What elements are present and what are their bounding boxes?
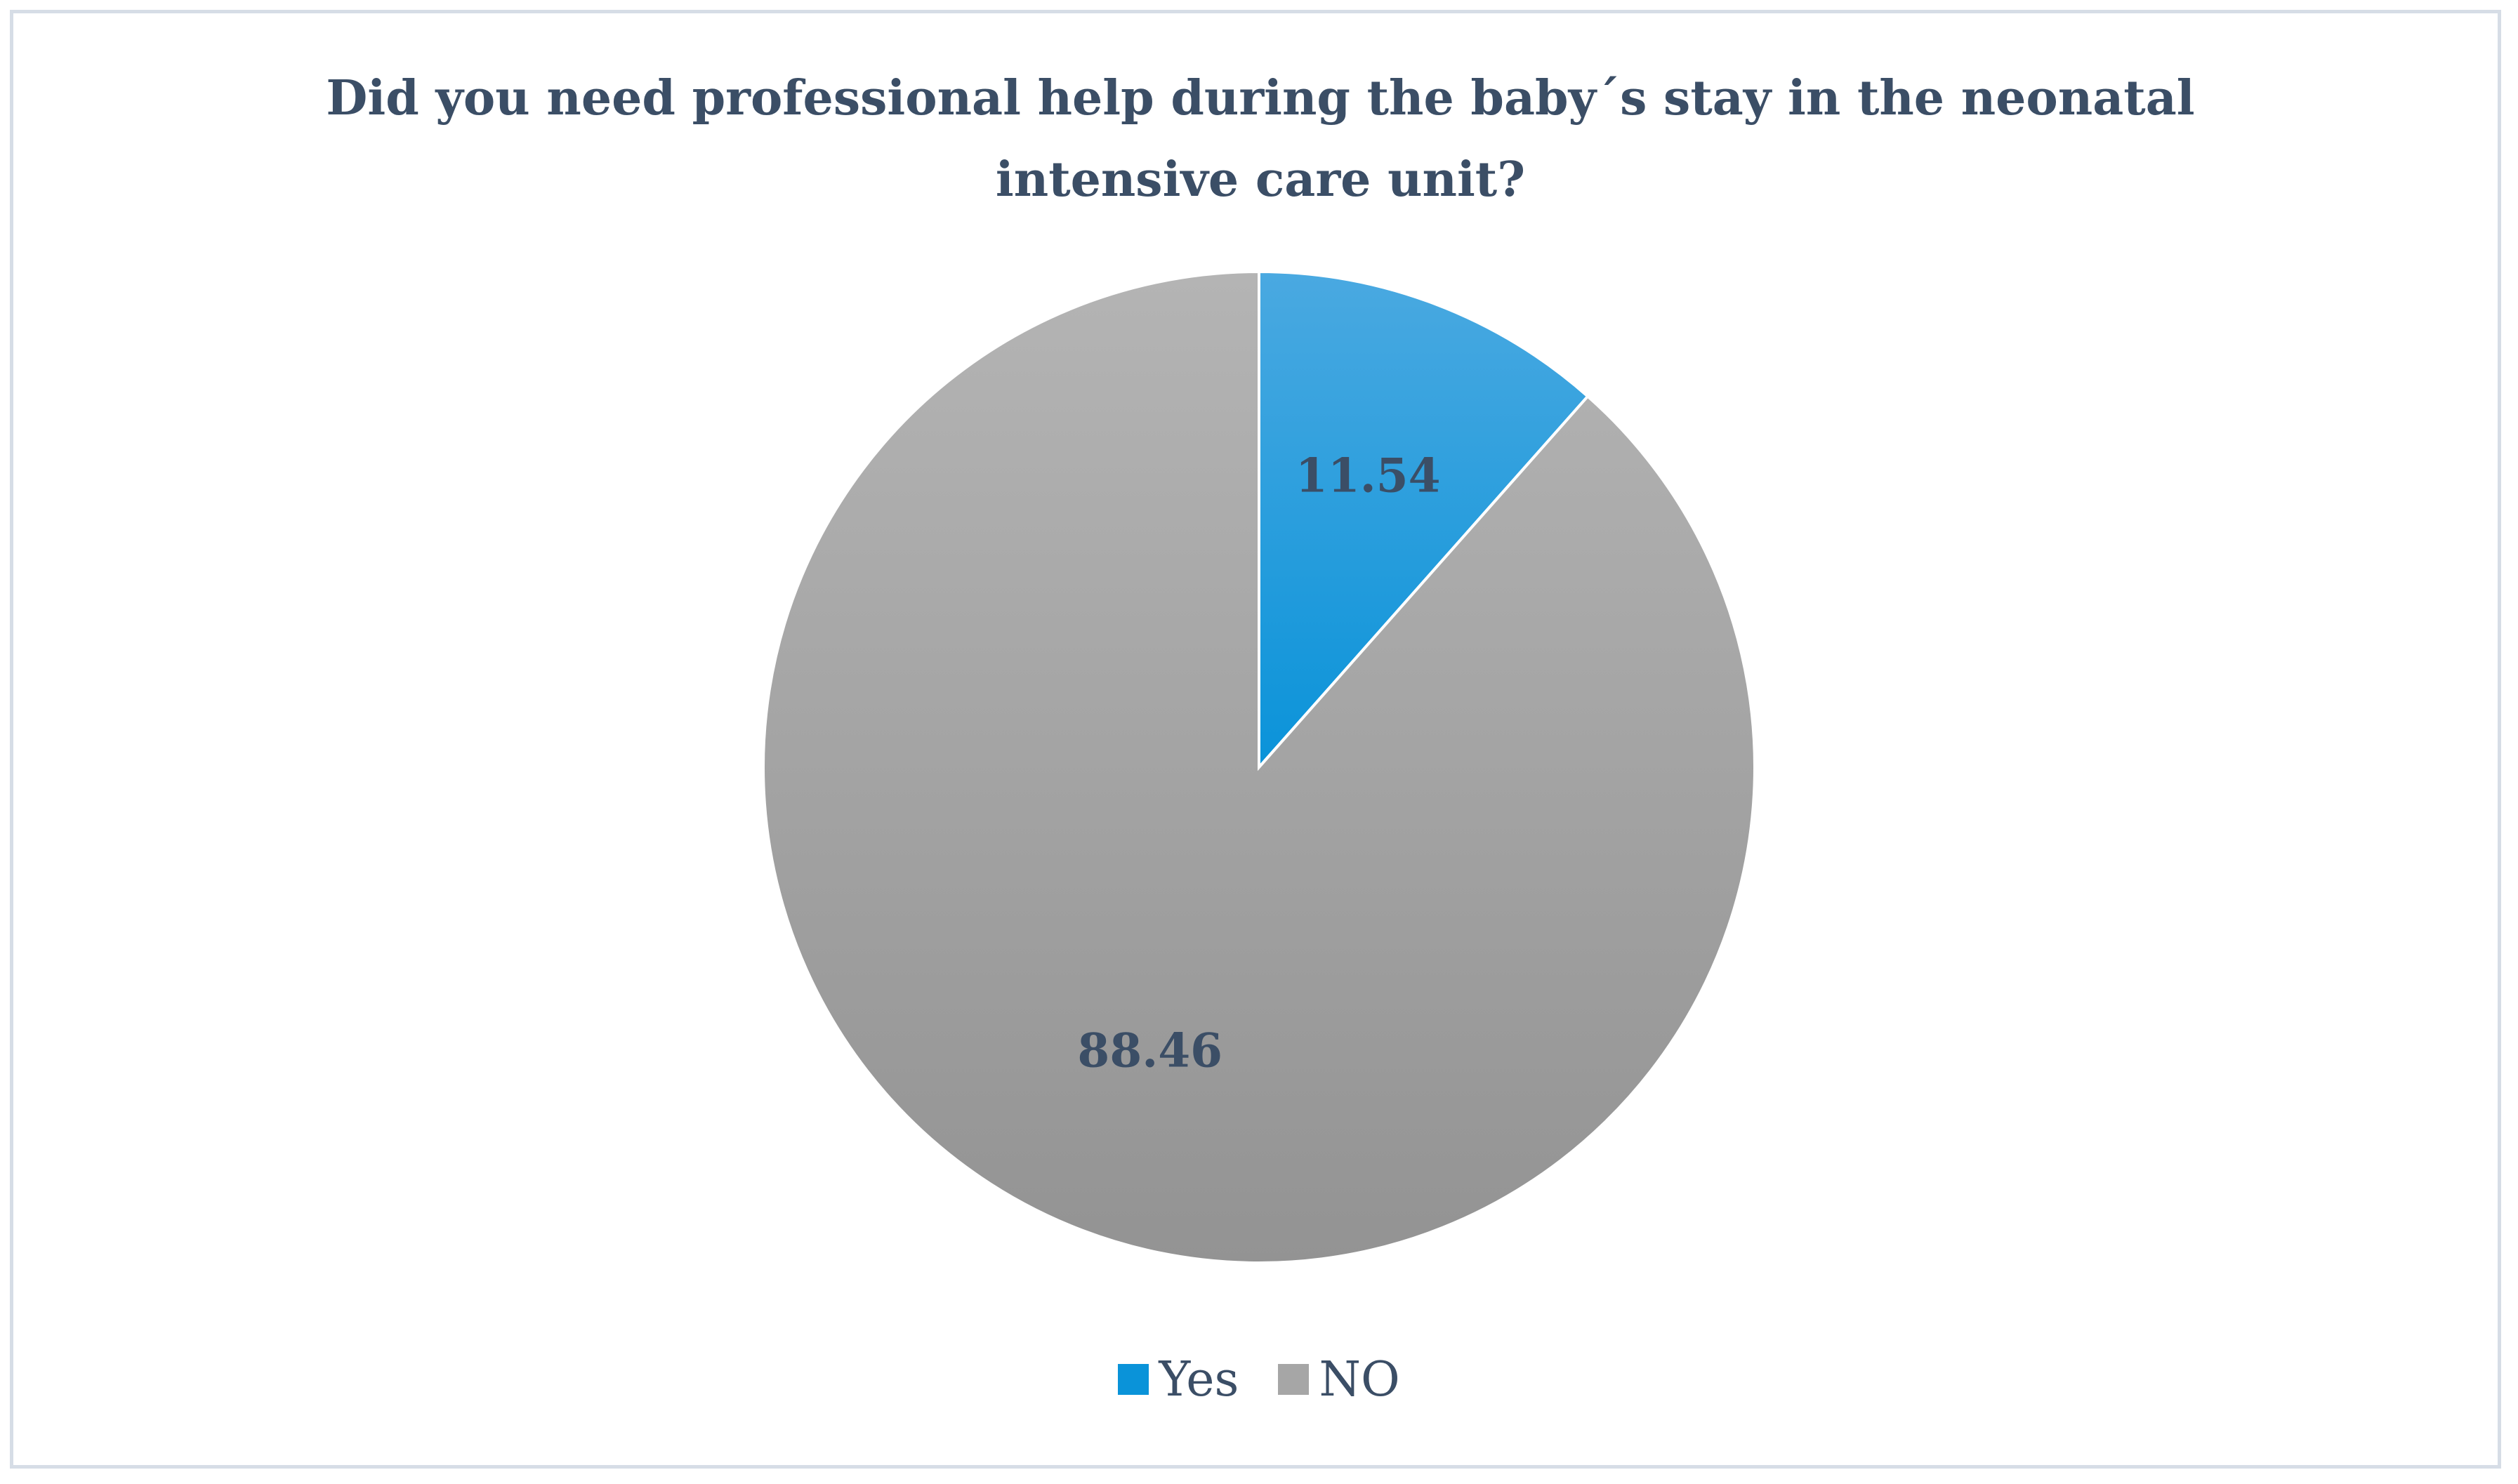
data-label-yes: 11.54: [1296, 449, 1441, 503]
legend-item-yes: Yes: [1118, 1352, 1239, 1407]
legend-label-yes: Yes: [1159, 1351, 1239, 1407]
data-label-no: 88.46: [1077, 1023, 1222, 1078]
pie-slice-no: [762, 270, 1757, 1264]
pie-slices: [762, 270, 1757, 1264]
chart-title: Did you need professional help during th…: [326, 70, 2195, 208]
legend-swatch-no: [1278, 1364, 1310, 1395]
pie-data-labels: 11.54 88.46: [1077, 449, 1440, 1078]
pie-slice-yes: [1258, 270, 1590, 771]
legend-swatch-yes: [1118, 1364, 1149, 1395]
legend-label-no: NO: [1319, 1351, 1400, 1407]
legend-item-no: NO: [1278, 1351, 1400, 1407]
legend: Yes NO: [0, 1348, 2518, 1411]
